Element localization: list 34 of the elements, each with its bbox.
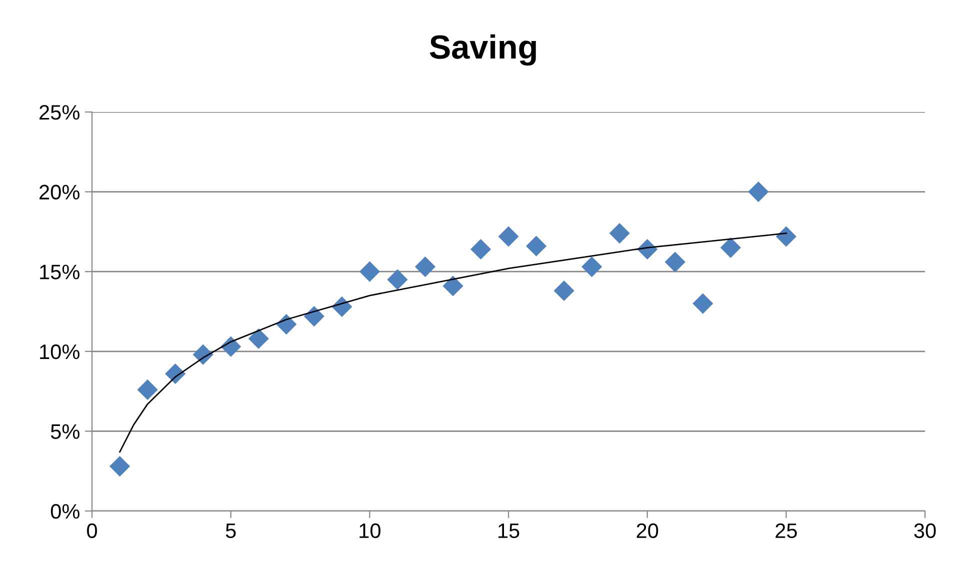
y-tick-label: 10% — [40, 344, 80, 360]
y-tick-label: 5% — [50, 424, 80, 439]
x-tick-label: 5 — [226, 524, 236, 538]
point — [442, 276, 464, 296]
point — [776, 226, 796, 247]
point — [498, 226, 519, 247]
y-tick-label: 0% — [50, 504, 80, 519]
point — [720, 237, 741, 258]
chart-title: Saving — [430, 34, 536, 66]
point — [387, 269, 408, 290]
x-tick-label: 25 — [776, 523, 797, 538]
point — [664, 252, 686, 272]
y-tick-label: 15% — [40, 264, 80, 280]
point — [609, 222, 630, 244]
point — [692, 293, 714, 314]
x-tick-label: 20 — [636, 523, 658, 538]
point — [359, 261, 380, 282]
x-tick-label: 15 — [498, 524, 520, 538]
x-tick-label: 30 — [914, 523, 936, 538]
point — [248, 328, 269, 349]
point — [109, 456, 130, 477]
x-tick-label: 10 — [360, 523, 380, 538]
point — [276, 314, 297, 335]
y-tick-label: 20% — [40, 184, 80, 200]
point — [582, 256, 602, 278]
point — [304, 306, 324, 327]
point — [526, 236, 547, 256]
point — [414, 256, 436, 278]
point — [748, 182, 769, 202]
x-tick-label: 0 — [87, 523, 97, 538]
point — [137, 379, 158, 400]
y-tick-label: 25% — [40, 105, 80, 120]
point — [470, 238, 492, 260]
point — [554, 280, 574, 302]
